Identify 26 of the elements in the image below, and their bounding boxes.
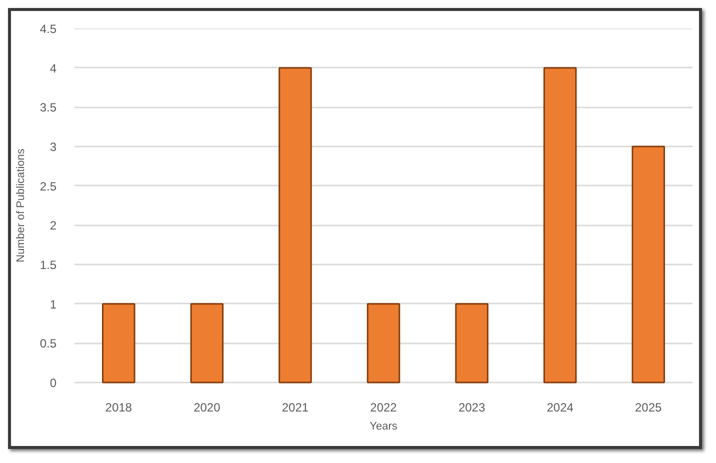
bar xyxy=(278,67,312,384)
y-tick-label: 2 xyxy=(50,218,57,233)
bar xyxy=(102,303,136,384)
y-tick-label: 3 xyxy=(50,140,57,154)
y-tick-label: 4.5 xyxy=(40,22,57,36)
y-tick-label: 3.5 xyxy=(40,100,57,115)
y-tick-label: 1 xyxy=(50,297,57,312)
bar xyxy=(632,146,665,384)
x-tick-label: 2020 xyxy=(194,400,221,414)
x-tick-label: 2021 xyxy=(282,400,309,414)
y-axis-title: Number of Publications xyxy=(14,148,27,262)
y-tick-label: 1.5 xyxy=(40,258,57,272)
x-tick-label: 2023 xyxy=(458,400,486,414)
bar xyxy=(366,303,400,384)
y-tick-label: 0 xyxy=(50,376,57,390)
y-tick-label: 0.5 xyxy=(40,336,57,351)
x-tick-label: 2024 xyxy=(546,400,574,414)
bar xyxy=(190,303,224,384)
y-tick-label: 4 xyxy=(50,61,57,76)
bar xyxy=(543,67,577,384)
x-axis-title: Years xyxy=(370,420,398,432)
bar xyxy=(455,303,488,384)
x-tick-label: 2022 xyxy=(370,400,398,414)
x-tick-label: 2018 xyxy=(105,400,132,414)
x-tick-label: 2025 xyxy=(635,400,662,414)
y-tick-label: 2.5 xyxy=(40,179,57,194)
